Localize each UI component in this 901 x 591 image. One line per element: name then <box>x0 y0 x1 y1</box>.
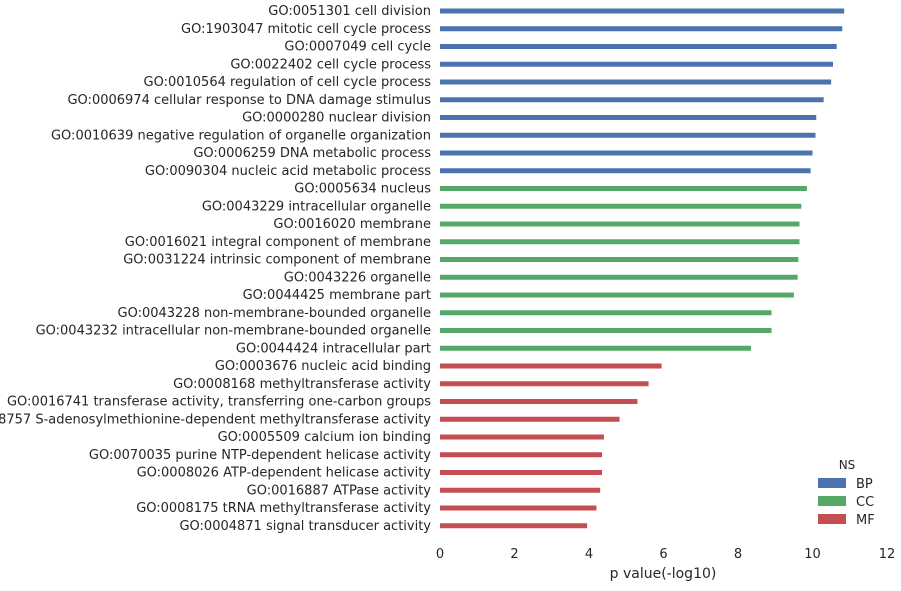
bar-label: GO:0044424 intracellular part <box>236 341 431 356</box>
bar <box>440 416 620 422</box>
bar-label: GO:1903047 mitotic cell cycle process <box>181 22 431 37</box>
bar-label: GO:0090304 nucleic acid metabolic proces… <box>145 164 431 179</box>
bar-label: GO:0043228 non-membrane-bounded organell… <box>118 306 432 321</box>
bar-label: GO:0006974 cellular response to DNA dama… <box>67 93 431 108</box>
bar-label: GO:0043226 organelle <box>284 270 431 285</box>
bar <box>440 44 837 49</box>
bar-label: GO:0016741 transferase activity, transfe… <box>7 395 431 410</box>
x-tick-label: 10 <box>804 547 821 562</box>
bar <box>440 381 649 387</box>
x-axis: p value(-log10) 0 2 4 6 8 10 12 <box>436 547 895 582</box>
bar <box>440 203 802 209</box>
bar <box>440 239 800 245</box>
x-axis-title: p value(-log10) <box>610 566 717 582</box>
bar <box>440 452 603 458</box>
bar <box>440 115 817 120</box>
bar <box>440 186 807 191</box>
bar-label: GO:0010639 negative regulation of organe… <box>51 128 431 143</box>
bar-label: GO:0000280 nuclear division <box>242 111 431 126</box>
bar-label: GO:0008757 S-adenosylmethionine-dependen… <box>0 412 431 427</box>
bar <box>440 292 794 298</box>
bar <box>440 79 832 85</box>
bar-label: GO:0010564 regulation of cell cycle proc… <box>144 75 432 90</box>
bar <box>440 328 772 333</box>
bar <box>440 132 816 138</box>
bar-label: GO:0008175 tRNA methyltransferase activi… <box>136 501 431 516</box>
bar <box>440 26 843 32</box>
x-tick-label: 8 <box>734 547 742 562</box>
legend-label-mf: MF <box>856 513 875 528</box>
bar <box>440 523 588 529</box>
bar <box>440 399 638 404</box>
bar <box>440 363 662 369</box>
bar <box>440 61 833 67</box>
bar <box>440 257 799 262</box>
bar <box>440 168 811 174</box>
bar-label: GO:0043229 intracellular organelle <box>202 199 431 214</box>
bar-label: GO:0008168 methyltransferase activity <box>173 377 431 392</box>
legend-label-bp: BP <box>856 477 873 492</box>
bar <box>440 150 813 156</box>
bar <box>440 505 597 511</box>
legend: NS BP CC MF <box>818 458 875 528</box>
x-tick-label: 0 <box>436 547 444 562</box>
bar <box>440 274 798 280</box>
x-tick-label: 6 <box>659 547 667 562</box>
bar-label: GO:0016887 ATPase activity <box>247 483 432 498</box>
bar-label: GO:0051301 cell division <box>268 4 431 19</box>
bar-label: GO:0070035 purine NTP-dependent helicase… <box>89 448 431 463</box>
bar <box>440 221 800 227</box>
bar <box>440 97 824 103</box>
bar <box>440 345 752 351</box>
bars-group <box>440 8 845 529</box>
legend-swatch-cc <box>818 496 846 506</box>
bar-label: GO:0008026 ATP-dependent helicase activi… <box>137 466 432 481</box>
bar-label: GO:0006259 DNA metabolic process <box>193 146 431 161</box>
bar-label: GO:0005509 calcium ion binding <box>218 430 431 445</box>
x-tick-label: 2 <box>510 547 518 562</box>
bar-label: GO:0016020 membrane <box>273 217 431 232</box>
bar-label: GO:0005634 nucleus <box>294 182 431 197</box>
bar <box>440 8 845 14</box>
x-tick-label: 4 <box>585 547 593 562</box>
bar-label: GO:0016021 integral component of membran… <box>125 235 431 250</box>
bar-label: GO:0003676 nucleic acid binding <box>215 359 431 374</box>
bar-label: GO:0031224 intrinsic component of membra… <box>123 253 431 268</box>
bar <box>440 487 601 493</box>
bar-label: GO:0022402 cell cycle process <box>230 57 431 72</box>
legend-title: NS <box>839 458 856 472</box>
bar <box>440 470 603 475</box>
legend-swatch-mf <box>818 514 846 524</box>
bar-labels-group: GO:0051301 cell division GO:1903047 mitot… <box>0 4 431 534</box>
x-tick-label: 12 <box>879 547 896 562</box>
bar-label: GO:0007049 cell cycle <box>284 40 431 55</box>
bar-label: GO:0043232 intracellular non-membrane-bo… <box>36 324 431 339</box>
legend-swatch-bp <box>818 478 846 488</box>
legend-label-cc: CC <box>856 495 874 510</box>
bar-label: GO:0044425 membrane part <box>243 288 431 303</box>
bar-label: GO:0004871 signal transducer activity <box>179 519 431 534</box>
bar <box>440 434 604 440</box>
bar <box>440 310 772 316</box>
